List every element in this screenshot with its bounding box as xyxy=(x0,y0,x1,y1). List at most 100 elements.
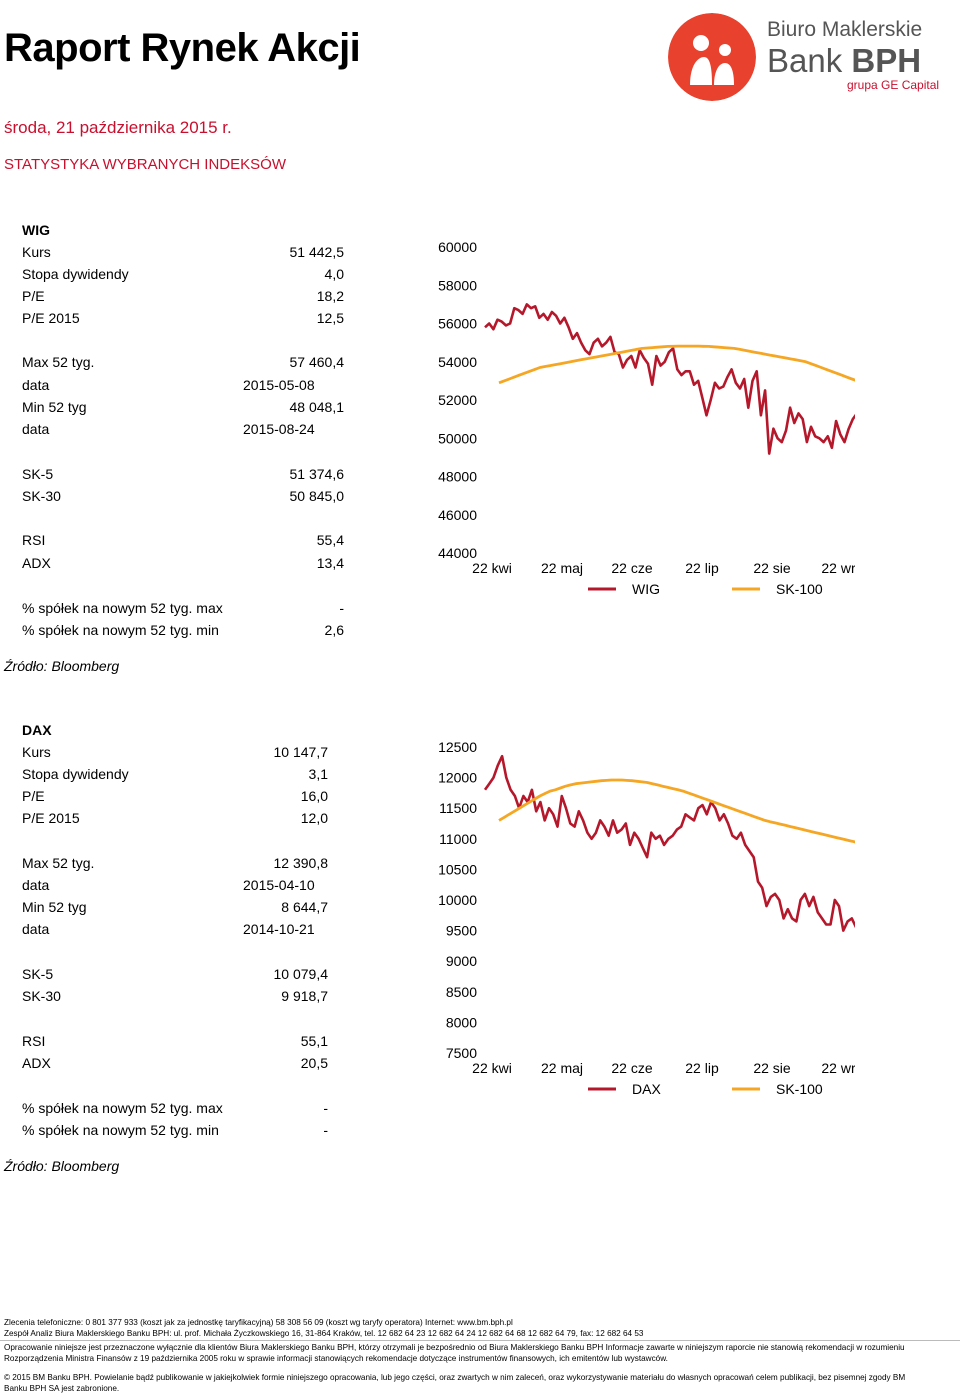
wig-stat-value: 50 845,0 xyxy=(290,488,345,504)
dax-source: Źródło: Bloomberg xyxy=(4,1158,119,1174)
wig-stat-value: 2,6 xyxy=(325,622,344,638)
wig-stat-label: Max 52 tyg. xyxy=(22,354,94,370)
dax-stat-label: P/E xyxy=(22,788,45,804)
dax-stat-label: ADX xyxy=(22,1055,51,1071)
dax-stat-value: 55,1 xyxy=(301,1033,328,1049)
dax-stat-label: Kurs xyxy=(22,744,51,760)
dax-chart-x-tick-label: 22 wrz xyxy=(821,1060,855,1076)
wig-stat-label: RSI xyxy=(22,532,45,548)
dax-stat-value: 9 918,7 xyxy=(281,988,328,1004)
dax-chart: 12500 12000 11500 11000 10500 10000 9500 9000 85… xyxy=(425,735,855,1105)
footer-disclaimer-1: Opracowanie niniejsze jest przeznaczone … xyxy=(4,1343,905,1352)
wig-stat-value: 55,4 xyxy=(317,532,344,548)
wig-chart-y-tick-label: 60000 xyxy=(438,239,477,255)
dax-chart-x-tick-label: 22 sie xyxy=(753,1060,791,1076)
dax-stat-value: 10 147,7 xyxy=(274,744,329,760)
footer-copyright-1: © 2015 BM Banku BPH. Powielanie bądź pub… xyxy=(4,1373,905,1382)
wig-stat-label: data xyxy=(22,377,49,393)
wig-chart-y-tick-label: 44000 xyxy=(438,545,477,561)
logo-line-2: Bank BPH xyxy=(767,42,921,80)
report-date: środa, 21 października 2015 r. xyxy=(4,118,232,138)
dax-chart-y-tick-label: 11000 xyxy=(439,831,477,847)
dax-stat-label: P/E 2015 xyxy=(22,810,80,826)
wig-chart-series-line-wig xyxy=(485,304,855,453)
dax-chart-y-tick-label: 8000 xyxy=(446,1014,477,1030)
dax-chart-x-tick-label: 22 cze xyxy=(611,1060,652,1076)
wig-chart-y-tick-label: 56000 xyxy=(438,316,477,332)
wig-chart-y-tick-label: 54000 xyxy=(438,354,477,370)
wig-chart-series-line-sk-100 xyxy=(499,346,855,400)
wig-stat-value: - xyxy=(339,600,344,616)
logo-line-2a: Bank xyxy=(767,42,851,79)
dax-chart-legend-label: DAX xyxy=(632,1081,661,1097)
wig-chart-x-tick-label: 22 maj xyxy=(541,560,583,576)
dax-chart-y-tick-label: 9500 xyxy=(446,923,477,939)
wig-stat-label: P/E 2015 xyxy=(22,310,80,326)
logo-line-3: grupa GE Capital xyxy=(847,78,939,92)
footer-copyright-2: Banku BPH SA jest zabronione. xyxy=(4,1384,119,1393)
wig-stat-label: SK-5 xyxy=(22,466,53,482)
wig-chart-x-tick-label: 22 cze xyxy=(611,560,652,576)
dax-stat-value: 12,0 xyxy=(301,810,328,826)
dax-stat-label: SK-5 xyxy=(22,966,53,982)
dax-stat-label: SK-30 xyxy=(22,988,61,1004)
logo-line-2b: BPH xyxy=(851,42,921,79)
dax-chart-y-tick-label: 12000 xyxy=(438,770,477,786)
wig-source: Źródło: Bloomberg xyxy=(4,658,119,674)
wig-stat-value: 4,0 xyxy=(325,266,344,282)
footer-address: Zespół Analiz Biura Maklerskiego Banku B… xyxy=(4,1329,644,1338)
wig-stat-label: Kurs xyxy=(22,244,51,260)
wig-stat-label: P/E xyxy=(22,288,45,304)
wig-stat-value: 2015-08-24 xyxy=(243,421,315,437)
dax-chart-y-tick-label: 9000 xyxy=(446,953,477,969)
section-heading: STATYSTYKA WYBRANYCH INDEKSÓW xyxy=(4,156,286,173)
wig-stat-value: 51 374,6 xyxy=(290,466,345,482)
wig-stat-value: 51 442,5 xyxy=(290,244,345,260)
dax-chart-x-tick-label: 22 lip xyxy=(685,1060,719,1076)
wig-chart-x-tick-label: 22 wrz xyxy=(821,560,855,576)
dax-chart-series-line-sk-100 xyxy=(499,780,855,854)
dax-stat-value: 12 390,8 xyxy=(274,855,329,871)
footer-divider xyxy=(0,1340,960,1341)
dax-stat-label: RSI xyxy=(22,1033,45,1049)
dax-title: DAX xyxy=(22,722,52,738)
dax-stat-label: Max 52 tyg. xyxy=(22,855,94,871)
dax-stat-value: 8 644,7 xyxy=(281,899,328,915)
wig-stat-value: 2015-05-08 xyxy=(243,377,315,393)
wig-stat-value: 57 460,4 xyxy=(290,354,345,370)
wig-stat-value: 48 048,1 xyxy=(290,399,345,415)
dax-stat-label: Min 52 tyg xyxy=(22,899,87,915)
dax-chart-y-tick-label: 10000 xyxy=(438,892,477,908)
dax-chart-x-tick-label: 22 kwi xyxy=(472,1060,512,1076)
wig-chart-x-tick-label: 22 kwi xyxy=(472,560,512,576)
wig-chart-legend-label: WIG xyxy=(632,581,660,597)
footer-disclaimer-2: Rozporządzenia Ministra Finansów z 19 pa… xyxy=(4,1354,668,1363)
wig-chart: 60000 58000 56000 54000 52000 50000 48000 46000… xyxy=(425,235,855,605)
logo-line-1: Biuro Maklerskie xyxy=(767,18,922,42)
dax-stat-label: data xyxy=(22,877,49,893)
wig-stat-value: 18,2 xyxy=(317,288,344,304)
dax-chart-y-tick-label: 8500 xyxy=(446,984,477,1000)
wig-stat-label: Min 52 tyg xyxy=(22,399,87,415)
wig-chart-x-tick-label: 22 lip xyxy=(685,560,719,576)
wig-stat-label: % spółek na nowym 52 tyg. max xyxy=(22,600,223,616)
dax-stat-label: data xyxy=(22,921,49,937)
wig-stat-label: data xyxy=(22,421,49,437)
dax-stat-label: % spółek na nowym 52 tyg. min xyxy=(22,1122,219,1138)
logo-mark-icon xyxy=(668,13,756,101)
dax-chart-y-tick-label: 7500 xyxy=(446,1045,477,1061)
dax-stat-value: 16,0 xyxy=(301,788,328,804)
wig-stat-label: % spółek na nowym 52 tyg. min xyxy=(22,622,219,638)
wig-stat-label: Stopa dywidendy xyxy=(22,266,129,282)
dax-chart-y-tick-label: 12500 xyxy=(438,739,477,755)
wig-chart-y-tick-label: 52000 xyxy=(438,392,477,408)
wig-chart-y-tick-label: 58000 xyxy=(438,277,477,293)
dax-stat-value: 20,5 xyxy=(301,1055,328,1071)
wig-stat-value: 12,5 xyxy=(317,310,344,326)
dax-chart-y-tick-label: 11500 xyxy=(439,800,477,816)
dax-chart-x-tick-label: 22 maj xyxy=(541,1060,583,1076)
dax-chart-series-line-dax xyxy=(485,756,855,930)
dax-stat-value: - xyxy=(323,1100,328,1116)
dax-chart-legend-label: SK-100 xyxy=(776,1081,823,1097)
wig-chart-y-tick-label: 46000 xyxy=(438,507,477,523)
